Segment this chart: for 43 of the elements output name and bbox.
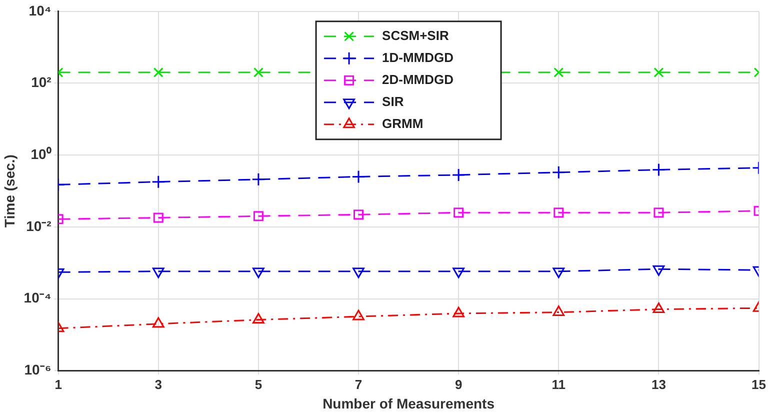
point bbox=[652, 163, 666, 177]
point bbox=[452, 168, 466, 182]
point bbox=[252, 313, 264, 324]
x-tick-label: 11 bbox=[552, 376, 566, 392]
point bbox=[654, 67, 664, 78]
x-tick-label: 1 bbox=[54, 376, 62, 392]
x-tick-label: 9 bbox=[454, 376, 462, 392]
x-tick-label: 13 bbox=[651, 376, 666, 392]
point bbox=[452, 306, 465, 318]
x-axis-title: Number of Measurements bbox=[322, 395, 495, 412]
point bbox=[352, 310, 364, 320]
point bbox=[354, 210, 364, 220]
y-axis-title: Time (sec.) bbox=[1, 154, 18, 228]
x-tick-label: 7 bbox=[354, 376, 362, 392]
x-tick-label: 5 bbox=[254, 376, 262, 392]
point bbox=[153, 67, 164, 78]
legend-label: 2D-MMDGD bbox=[382, 72, 454, 87]
point bbox=[352, 170, 366, 184]
legend-label: SCSM+SIR bbox=[382, 28, 450, 43]
point bbox=[252, 172, 266, 186]
point bbox=[554, 67, 564, 78]
y-tick-label: 10⁻⁴ bbox=[24, 290, 52, 306]
point bbox=[652, 302, 665, 314]
x-tick-label: 15 bbox=[752, 376, 766, 392]
y-tick-label: 10² bbox=[31, 74, 52, 90]
point bbox=[253, 211, 264, 222]
y-tick-label: 10⁻⁶ bbox=[24, 361, 52, 378]
point bbox=[253, 67, 264, 78]
y-tick-label: 10⁻² bbox=[26, 218, 52, 234]
legend-label: GRMM bbox=[382, 116, 424, 131]
point bbox=[552, 166, 566, 180]
point bbox=[153, 212, 164, 223]
point bbox=[552, 306, 565, 316]
point bbox=[454, 208, 464, 218]
legend-label: SIR bbox=[382, 94, 404, 109]
y-tick-label: 10⁰ bbox=[30, 146, 52, 162]
point bbox=[654, 208, 664, 218]
x-tick-label: 3 bbox=[154, 376, 162, 392]
y-tick-label: 10⁴ bbox=[28, 2, 52, 18]
point bbox=[554, 208, 564, 218]
point bbox=[152, 317, 164, 328]
point bbox=[152, 175, 166, 189]
legend-label: 1D-MMDGD bbox=[382, 50, 454, 65]
